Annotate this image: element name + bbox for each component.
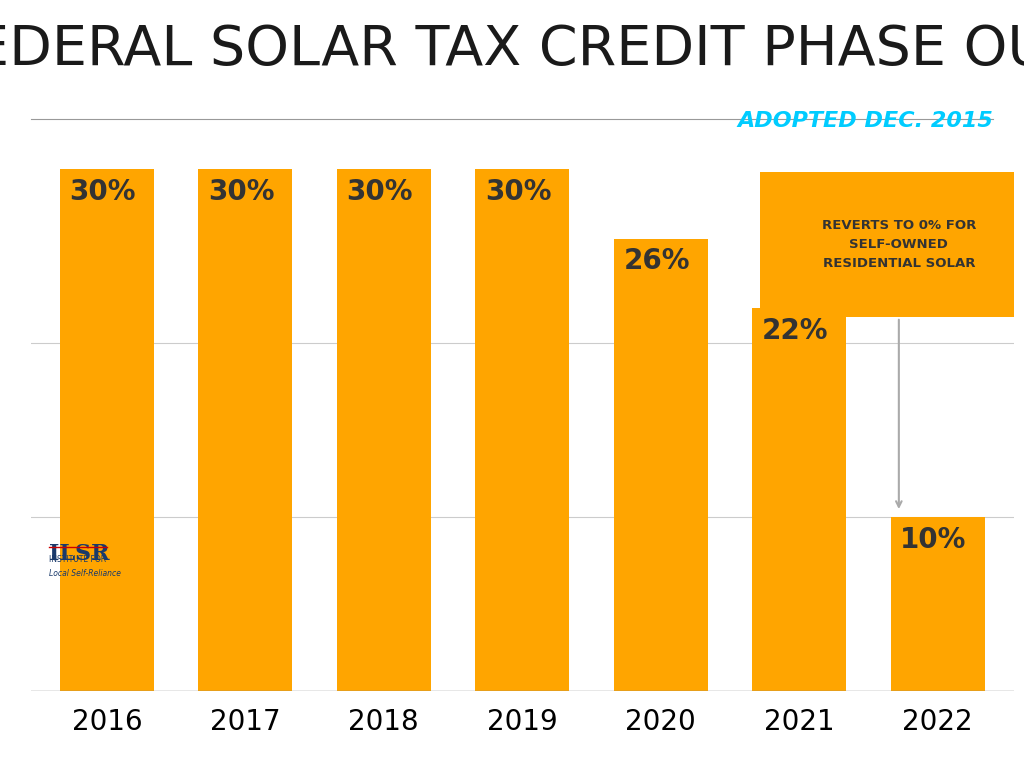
Text: 30%: 30% — [70, 177, 136, 206]
Text: 26%: 26% — [624, 247, 690, 275]
Text: 30%: 30% — [208, 177, 274, 206]
FancyBboxPatch shape — [761, 173, 1024, 317]
Text: 10%: 10% — [900, 526, 967, 554]
Bar — [752, 308, 846, 691]
Text: ILSR: ILSR — [49, 543, 110, 565]
Bar — [59, 169, 154, 691]
Text: 30%: 30% — [484, 177, 551, 206]
Text: REVERTS TO 0% FOR
SELF-OWNED
RESIDENTIAL SOLAR: REVERTS TO 0% FOR SELF-OWNED RESIDENTIAL… — [821, 219, 976, 270]
Text: 22%: 22% — [762, 317, 828, 345]
Bar — [891, 517, 985, 691]
Bar — [199, 169, 293, 691]
Bar — [475, 169, 569, 691]
Text: ADOPTED DEC. 2015: ADOPTED DEC. 2015 — [737, 111, 993, 131]
Text: FEDERAL SOLAR TAX CREDIT PHASE OUT: FEDERAL SOLAR TAX CREDIT PHASE OUT — [0, 23, 1024, 77]
Bar — [613, 239, 708, 691]
Bar — [337, 169, 431, 691]
Text: Local Self-Reliance: Local Self-Reliance — [49, 569, 121, 578]
Text: INSTITUTE FOR: INSTITUTE FOR — [49, 555, 105, 564]
Text: 30%: 30% — [346, 177, 413, 206]
